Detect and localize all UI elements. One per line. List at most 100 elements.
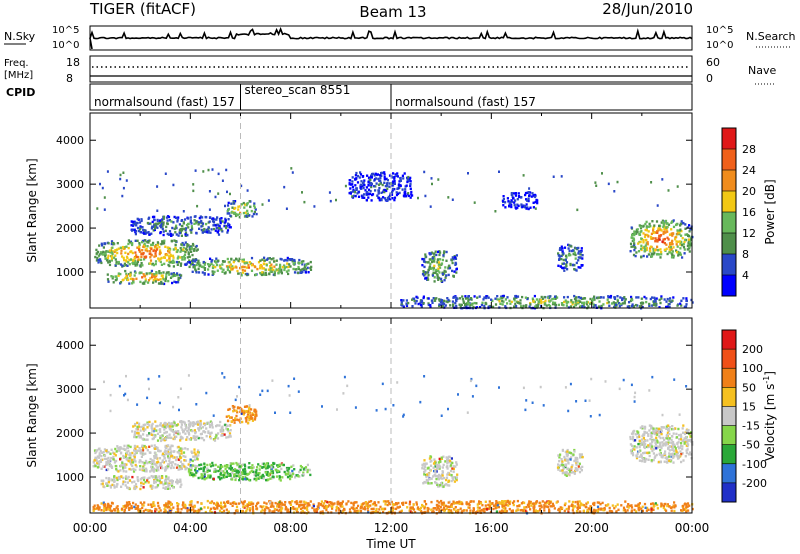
power-cell bbox=[171, 226, 174, 230]
velocity-cell bbox=[502, 510, 505, 513]
power-cell bbox=[189, 219, 192, 222]
velocity-cell bbox=[194, 474, 197, 477]
power-cell bbox=[153, 278, 157, 281]
power-cell bbox=[655, 253, 659, 256]
velocity-cell bbox=[656, 507, 659, 510]
power-cell bbox=[184, 250, 187, 254]
velocity-cell bbox=[188, 473, 192, 477]
velocity-cell bbox=[654, 455, 657, 458]
velocity-cell bbox=[636, 432, 640, 436]
power-cell bbox=[366, 174, 369, 177]
power-cell bbox=[179, 246, 182, 250]
velocity-cell bbox=[437, 473, 441, 477]
power-cell bbox=[438, 261, 441, 264]
power-cell bbox=[119, 281, 123, 284]
power-cell bbox=[219, 265, 222, 269]
power-cell bbox=[383, 181, 386, 184]
velocity-cell bbox=[136, 428, 139, 431]
velocity-cell bbox=[230, 420, 233, 423]
power-cell bbox=[177, 278, 180, 281]
power-cell bbox=[291, 260, 294, 263]
power-cell bbox=[246, 261, 249, 265]
velocity-cell bbox=[184, 468, 187, 471]
power-cell bbox=[492, 305, 495, 309]
power-cell bbox=[245, 202, 248, 206]
power-cell bbox=[407, 194, 411, 198]
power-cell bbox=[433, 257, 436, 261]
power-cell bbox=[522, 304, 525, 308]
velocity-cell bbox=[672, 449, 675, 452]
power-cell bbox=[134, 221, 137, 224]
velocity-cell bbox=[156, 432, 160, 435]
power-cell bbox=[483, 304, 486, 308]
velocity-cell bbox=[127, 503, 130, 506]
velocity-cell bbox=[665, 434, 668, 438]
velocity-cell bbox=[253, 409, 256, 413]
power-cell bbox=[560, 175, 563, 178]
power-cell bbox=[650, 255, 654, 258]
velocity-cell bbox=[161, 434, 164, 438]
power-cell bbox=[191, 242, 195, 246]
power-cell bbox=[507, 200, 510, 203]
power-cell bbox=[173, 215, 176, 219]
velocity-cell bbox=[613, 507, 616, 510]
velocity-cell bbox=[228, 432, 232, 435]
power-cell bbox=[234, 200, 237, 203]
power-cell bbox=[646, 241, 649, 244]
velocity-cell bbox=[241, 478, 245, 481]
velocity-cell bbox=[161, 425, 164, 429]
power-cell bbox=[647, 235, 650, 238]
velocity-cell bbox=[160, 466, 163, 470]
velocity-cell bbox=[99, 460, 103, 463]
power-cell bbox=[237, 205, 240, 208]
power-cell bbox=[445, 259, 448, 262]
velocity-cell bbox=[682, 431, 685, 434]
velocity-cell bbox=[638, 459, 641, 462]
power-cell bbox=[402, 299, 405, 302]
velocity-cell bbox=[552, 504, 555, 507]
velocity-cell bbox=[668, 455, 671, 458]
power-cell bbox=[665, 305, 668, 309]
velocity-cell bbox=[224, 502, 227, 506]
power-cell bbox=[633, 248, 636, 252]
power-cell bbox=[300, 261, 303, 265]
power-cell bbox=[431, 301, 434, 304]
power-cell bbox=[576, 208, 579, 212]
power-cell bbox=[430, 299, 433, 302]
power-cell bbox=[287, 265, 290, 269]
power-cell bbox=[521, 295, 524, 299]
power-cell bbox=[216, 269, 219, 272]
velocity-cell bbox=[549, 505, 552, 508]
power-cell bbox=[633, 243, 636, 246]
power-cell bbox=[454, 257, 458, 260]
velocity-cell bbox=[150, 444, 153, 447]
velocity-cell bbox=[439, 484, 442, 487]
velocity-cell bbox=[136, 476, 139, 479]
power-cell bbox=[645, 300, 648, 304]
velocity-cell bbox=[291, 472, 295, 475]
velocity-cell bbox=[195, 471, 198, 474]
power-cell bbox=[636, 228, 639, 231]
power-cell bbox=[97, 258, 100, 262]
power-cell bbox=[422, 270, 425, 273]
velocity-cell bbox=[140, 455, 143, 458]
velocity-cell bbox=[186, 467, 189, 470]
velocity-cell bbox=[684, 436, 688, 439]
velocity-cell bbox=[578, 470, 582, 474]
power-cell bbox=[149, 252, 152, 255]
power-cell bbox=[166, 222, 169, 225]
velocity-cell bbox=[556, 466, 560, 469]
power-cell bbox=[481, 301, 484, 304]
power-cell bbox=[511, 200, 514, 203]
velocity-cell bbox=[293, 468, 296, 471]
velocity-cell bbox=[209, 432, 212, 435]
velocity-cell bbox=[146, 434, 149, 437]
power-cell bbox=[128, 241, 131, 244]
power-cell bbox=[509, 201, 512, 204]
velocity-cell bbox=[94, 464, 97, 468]
velocity-cell bbox=[161, 475, 164, 478]
power-cell bbox=[685, 299, 688, 303]
power-cell bbox=[139, 231, 142, 234]
velocity-cell bbox=[443, 503, 446, 506]
power-cell bbox=[451, 198, 454, 201]
